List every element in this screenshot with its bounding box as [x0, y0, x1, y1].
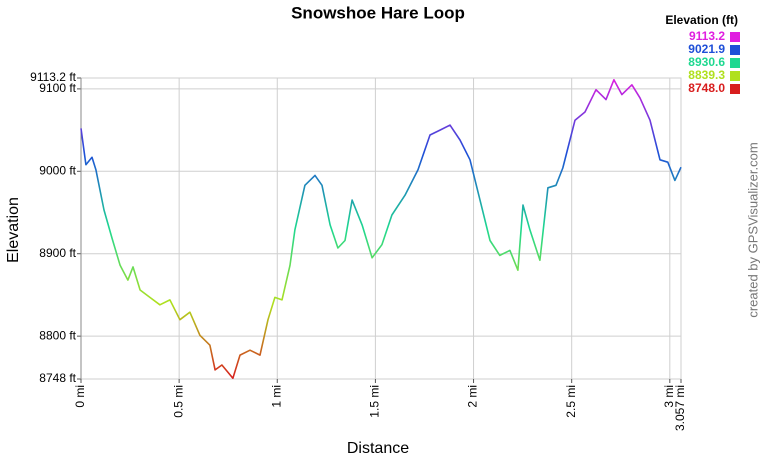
x-tick-label: 3.057 mi [673, 385, 687, 431]
chart-title: Snowshoe Hare Loop [291, 3, 465, 22]
plot-area [80, 77, 682, 380]
y-tick-label: 8748 ft [39, 371, 76, 385]
legend-swatch [730, 32, 740, 42]
y-axis-title: Elevation [5, 197, 22, 263]
legend-label: 9113.2 [689, 29, 725, 43]
legend-label: 8748.0 [688, 81, 725, 95]
x-tick-label: 1.5 mi [368, 385, 382, 418]
elevation-line [80, 79, 682, 379]
legend-swatch [730, 58, 740, 68]
legend-swatch [730, 45, 740, 55]
x-tick-label: 0.5 mi [171, 385, 185, 418]
y-tick-label: 9100 ft [39, 81, 76, 95]
y-tick-label: 8800 ft [39, 328, 76, 342]
legend-label: 8839.3 [688, 68, 725, 82]
legend-swatch [730, 84, 740, 94]
legend-swatch [730, 71, 740, 81]
y-tick-label: 8900 ft [39, 246, 76, 260]
credit: created by GPSVisualizer.com [745, 142, 760, 317]
legend-label: 8930.6 [688, 55, 725, 69]
legend-label: 9021.9 [688, 42, 725, 56]
x-tick-label: 3 mi [662, 385, 676, 408]
x-axis-title: Distance [347, 440, 409, 457]
y-tick-label: 9113.2 ft [30, 70, 76, 84]
x-tick-label: 2.5 mi [564, 385, 578, 418]
x-tick-label: 2 mi [466, 385, 480, 408]
x-tick-label: 1 mi [269, 385, 283, 408]
x-tick-label: 0 mi [73, 385, 87, 408]
y-tick-label: 9000 ft [39, 163, 76, 177]
legend-title: Elevation (ft) [665, 13, 738, 27]
